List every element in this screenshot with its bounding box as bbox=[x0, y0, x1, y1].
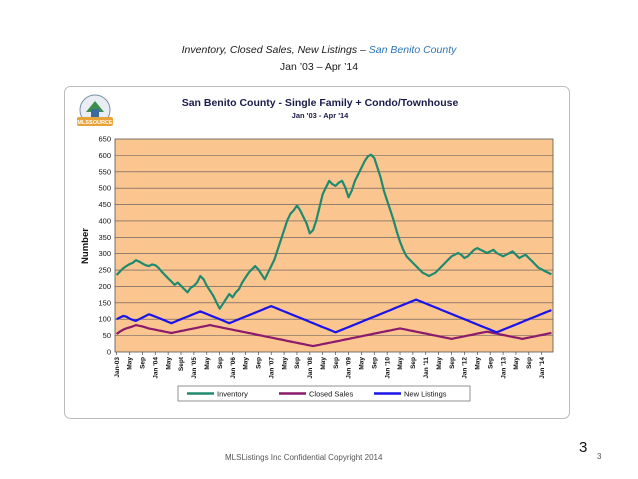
x-tick-label: May bbox=[243, 357, 250, 370]
x-tick-label: Sep bbox=[526, 357, 533, 369]
x-tick-label: Jan '10 bbox=[384, 357, 391, 379]
x-tick-label: May bbox=[475, 357, 482, 370]
x-tick-label: Sep bbox=[333, 357, 340, 369]
x-tick-label: May bbox=[127, 357, 134, 370]
legend: Inventory Closed Sales New Listings bbox=[177, 385, 471, 402]
y-tick-label: 100 bbox=[98, 315, 111, 324]
y-tick-label: 500 bbox=[98, 184, 111, 193]
x-tick-label: Sep bbox=[256, 357, 263, 369]
y-axis-label: Number bbox=[80, 228, 91, 264]
x-tick-label: May bbox=[165, 357, 172, 370]
y-tick-label: 450 bbox=[98, 200, 111, 209]
x-tick-label: May bbox=[204, 357, 211, 370]
chart-subtitle: Jan '03 - Apr '14 bbox=[292, 111, 349, 120]
y-tick-label: 600 bbox=[98, 151, 111, 160]
slide-title: Inventory, Closed Sales, New Listings – … bbox=[0, 44, 638, 56]
logo-text: MLSSOURCE bbox=[77, 120, 112, 126]
y-tick-label: 650 bbox=[98, 135, 111, 144]
x-tick-label: Jan '09 bbox=[346, 357, 353, 379]
x-tick-label: Sep bbox=[217, 357, 224, 369]
y-tick-label: 0 bbox=[107, 348, 111, 357]
series-lines bbox=[115, 153, 552, 348]
x-tick-label: May bbox=[281, 357, 288, 370]
x-tick-label: Jan '06 bbox=[230, 357, 237, 379]
x-tick-label: Sep bbox=[140, 357, 147, 369]
y-axis: 0 50 100 150 200 250 300 350 400 450 500 550 600 650 bbox=[98, 135, 111, 357]
x-tick-label: Jan '04 bbox=[152, 357, 159, 379]
x-tick-label: May bbox=[359, 357, 366, 370]
footer: MLSListings Inc Confidential Copyright 2… bbox=[225, 453, 383, 462]
logo: MLSSOURCE bbox=[77, 94, 113, 126]
x-tick-label: May bbox=[397, 357, 404, 370]
series-line-closed-sales bbox=[115, 324, 552, 348]
x-tick-label: Sep bbox=[371, 357, 378, 369]
y-tick-label: 50 bbox=[103, 331, 111, 340]
slide-subtitle: Jan ’03 – Apr ’14 bbox=[279, 61, 359, 73]
chart-title: San Benito County - Single Family + Cond… bbox=[182, 97, 459, 109]
x-tick-label: Sep bbox=[449, 357, 456, 369]
series-line-inventory bbox=[115, 153, 552, 310]
x-tick-label: Jan '08 bbox=[307, 357, 314, 379]
x-tick-label: Sep bbox=[410, 357, 417, 369]
legend-label-closed-sales: Closed Sales bbox=[309, 390, 353, 399]
x-tick-label: May bbox=[436, 357, 443, 370]
slide-title-county: San Benito County bbox=[368, 44, 457, 56]
x-tick-label: Jan '14 bbox=[539, 357, 546, 379]
slide-number-small: 3 bbox=[597, 452, 602, 461]
y-tick-label: 350 bbox=[98, 233, 111, 242]
x-tick-label: Jan '11 bbox=[423, 357, 430, 379]
slide-title-text: Inventory, Closed Sales, New Listings – bbox=[181, 44, 369, 56]
x-tick-label: Jan '07 bbox=[268, 357, 275, 379]
legend-label-new-listings: New Listings bbox=[404, 390, 447, 399]
x-tick-label: Jan '12 bbox=[462, 357, 469, 379]
grid bbox=[115, 155, 553, 336]
y-tick-label: 150 bbox=[98, 298, 111, 307]
legend-label-inventory: Inventory bbox=[217, 390, 248, 399]
y-tick-label: 250 bbox=[98, 266, 111, 275]
x-tick-label: Sep bbox=[487, 357, 494, 369]
x-tick-label: May bbox=[513, 357, 520, 370]
x-tick-label: Jan-03 bbox=[114, 357, 121, 378]
legend-box bbox=[177, 385, 471, 402]
y-tick-label: 200 bbox=[98, 282, 111, 291]
y-tick-label: 400 bbox=[98, 216, 111, 225]
x-tick-label: Jan '13 bbox=[500, 357, 507, 379]
x-tick-label: Sep bbox=[294, 357, 301, 369]
y-tick-label: 300 bbox=[98, 249, 111, 258]
chart: MLSSOURCE San Benito County - Single Fam… bbox=[64, 86, 570, 419]
x-tick-label: May bbox=[320, 357, 327, 370]
x-axis: Jan-03 May Sep Jan '04 May Sept Jan '05 May Sep J… bbox=[114, 352, 546, 379]
x-tick-label: Jan '05 bbox=[191, 357, 198, 379]
slide-number-large: 3 bbox=[579, 439, 588, 456]
x-tick-label: Sept bbox=[178, 356, 185, 371]
series-line-new-listings bbox=[116, 298, 552, 334]
y-tick-label: 550 bbox=[98, 167, 111, 176]
